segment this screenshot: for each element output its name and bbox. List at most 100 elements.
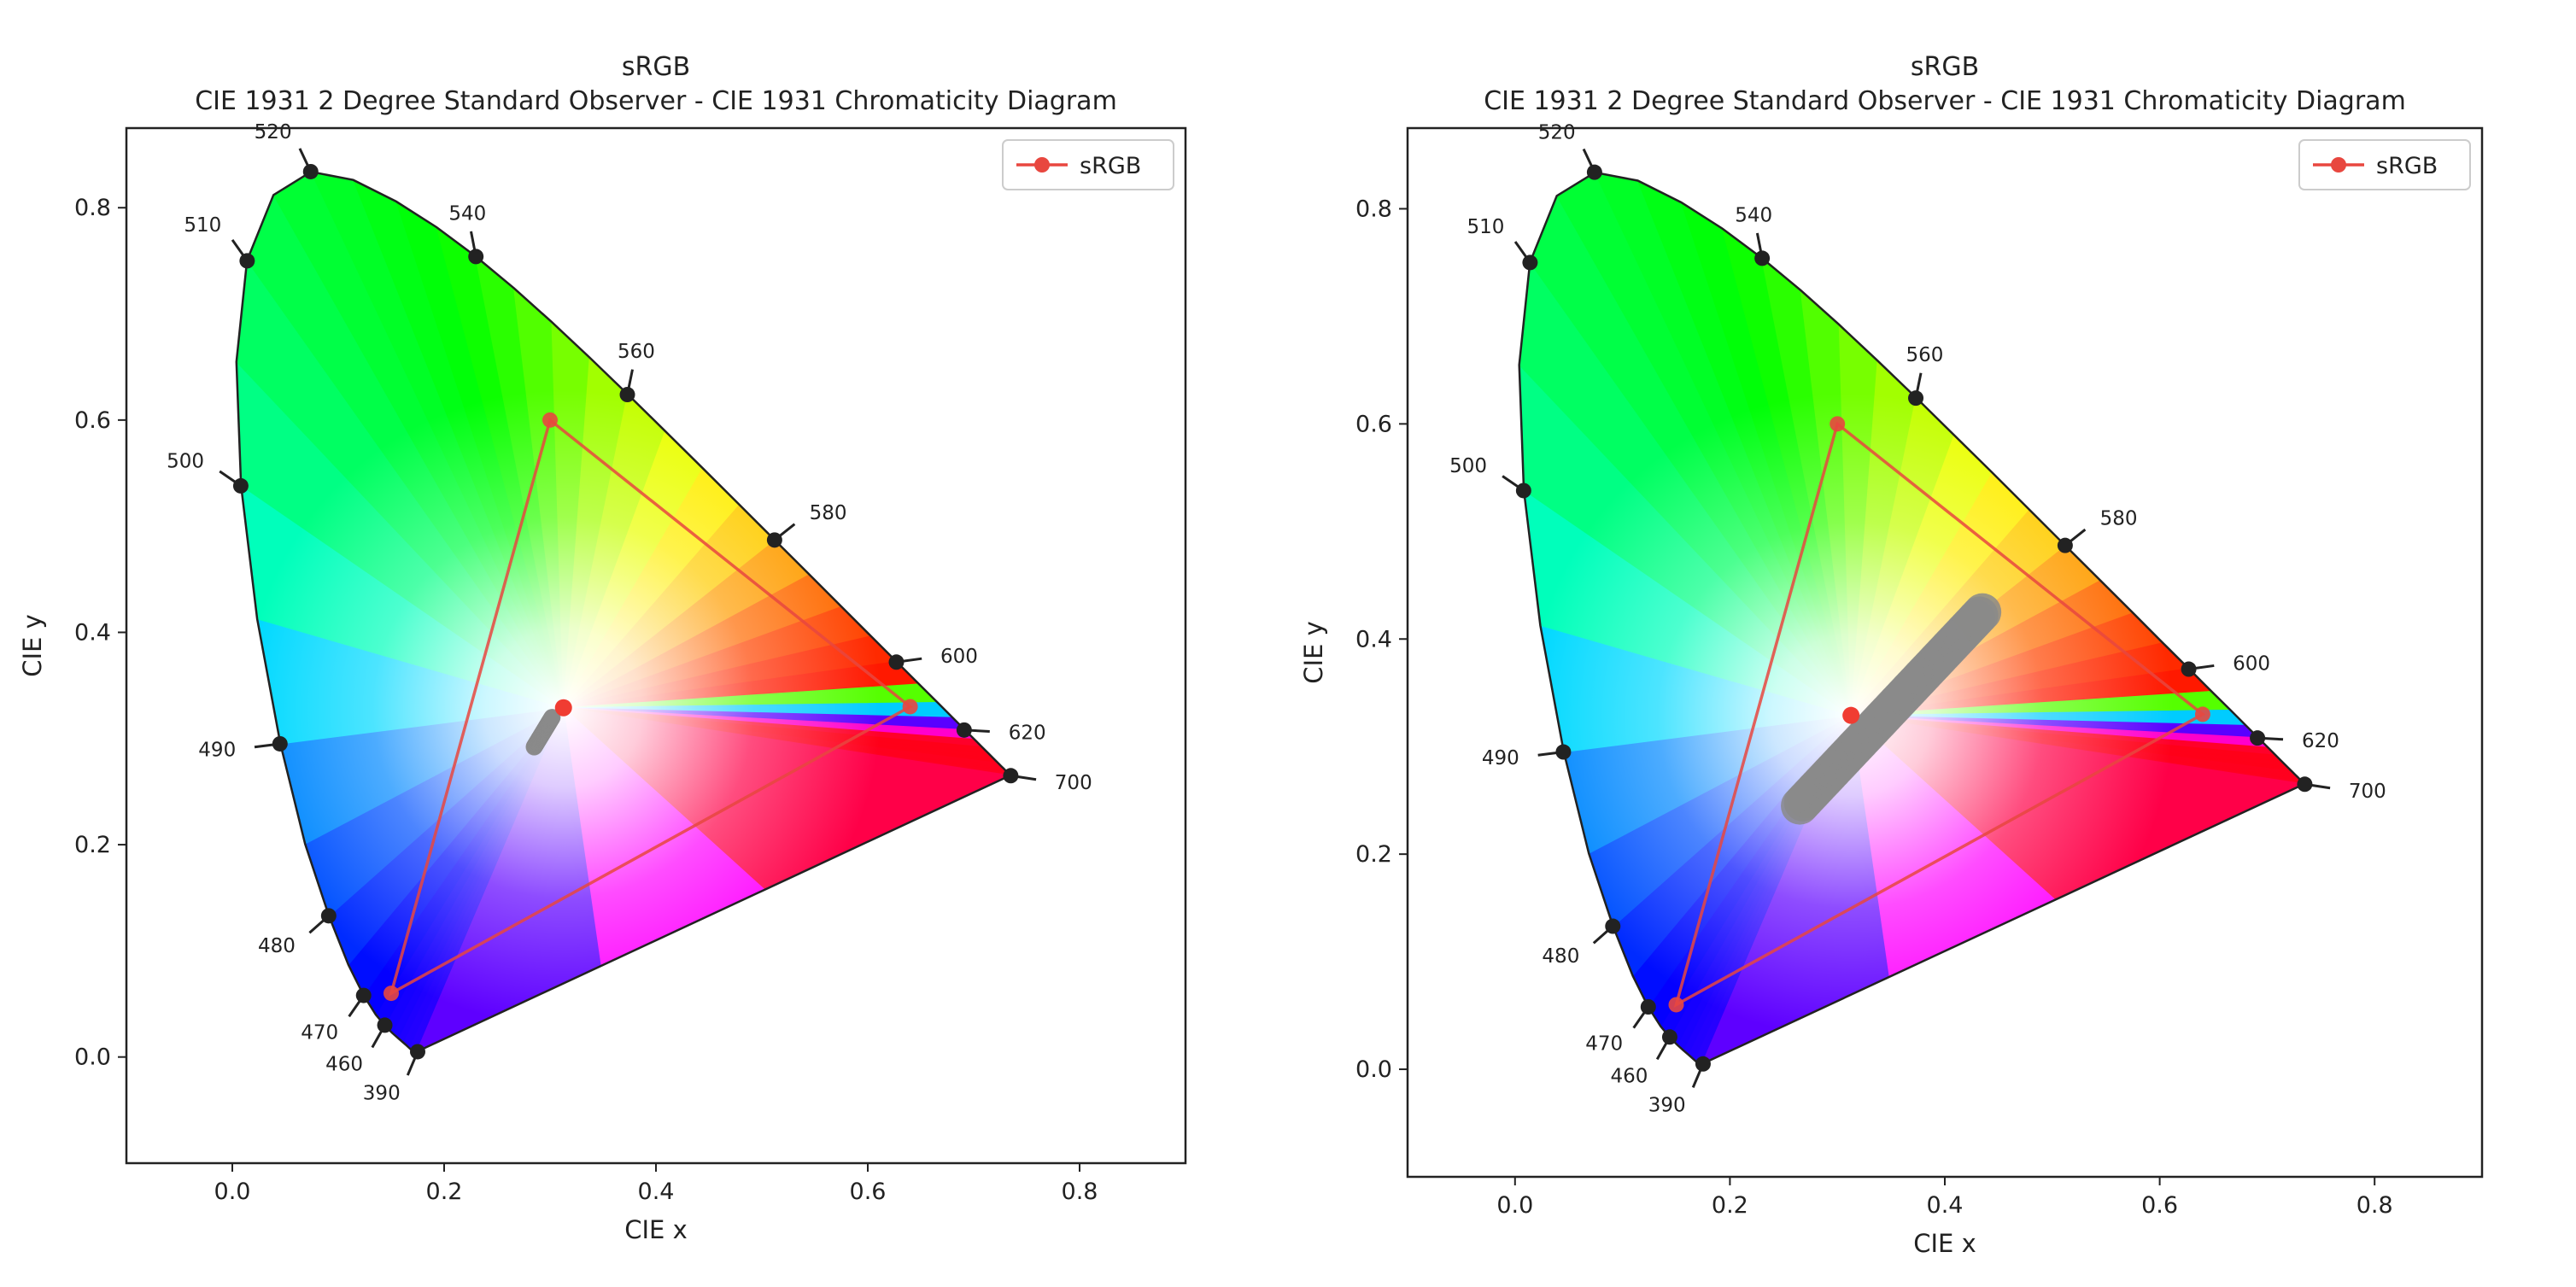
white-point-marker	[1842, 706, 1860, 724]
wavelength-marker-520: 520	[1538, 122, 1602, 180]
wavelength-dot	[1003, 768, 1019, 784]
wavelength-dot	[2297, 776, 2313, 793]
srgb-gamut-triangle	[1673, 421, 2206, 1009]
legend-entry-label: sRGB	[1080, 153, 1141, 179]
wavelength-dot	[1908, 390, 1924, 407]
y-tick-label: 0.6	[1355, 411, 1392, 437]
wavelength-label: 700	[1055, 772, 1092, 794]
wavelength-marker-560: 560	[618, 341, 655, 403]
wavelength-marker-490: 490	[1482, 744, 1572, 769]
wavelength-label: 390	[363, 1082, 401, 1104]
wavelength-dot	[2250, 730, 2266, 746]
x-tick-label: 0.0	[1496, 1192, 1533, 1219]
locus-color-fill	[1519, 172, 2305, 1064]
gamut-primary-g	[1830, 416, 1846, 432]
wavelength-marker-480: 480	[258, 908, 337, 957]
wavelength-dot	[320, 908, 337, 924]
wavelength-marker-620: 620	[2250, 730, 2339, 752]
wavelength-dot	[302, 163, 319, 179]
wavelength-dot	[1515, 483, 1531, 499]
gamut-primary-b	[1668, 997, 1684, 1013]
wavelength-dot	[2181, 661, 2197, 677]
wavelength-label: 470	[1585, 1033, 1623, 1056]
wavelength-marker-480: 480	[1542, 918, 1621, 968]
legend-entry-label: sRGB	[2376, 153, 2438, 179]
chart-panel-2: sRGB CIE 1931 2 Degree Standard Observer …	[1299, 52, 2484, 1258]
wavelength-label: 580	[810, 502, 847, 524]
wavelength-marker-460: 460	[325, 1017, 393, 1076]
y-tick-label: 0.0	[1355, 1056, 1392, 1083]
wavelength-label: 390	[1648, 1095, 1686, 1117]
y-tick-label: 0.0	[74, 1044, 111, 1071]
wavelength-marker-510: 510	[1467, 216, 1538, 271]
white-point-marker	[554, 699, 572, 717]
wavelength-label: 510	[184, 214, 221, 237]
gamut-primary-r	[902, 699, 918, 715]
wavelength-dot	[377, 1017, 393, 1033]
wavelength-dot	[766, 532, 782, 548]
x-axis-label: CIE x	[1913, 1229, 1976, 1258]
legend: sRGB	[2298, 139, 2471, 190]
wavelength-label: 600	[2233, 652, 2270, 675]
wavelength-marker-390: 390	[363, 1044, 425, 1104]
wavelength-dot	[410, 1044, 425, 1060]
gamut-primary-r	[2194, 706, 2210, 722]
x-tick-label: 0.2	[426, 1179, 463, 1205]
wavelength-marker-490: 490	[198, 735, 288, 762]
gamut-primary-b	[383, 986, 399, 1002]
x-tick-label: 0.6	[2141, 1192, 2178, 1219]
wavelength-marker-390: 390	[1648, 1056, 1711, 1117]
wavelength-marker-600: 600	[2181, 652, 2270, 677]
wavelength-marker-500: 500	[167, 450, 249, 494]
wavelength-marker-460: 460	[1611, 1029, 1677, 1088]
wavelength-dot	[1640, 999, 1656, 1015]
x-tick-label: 0.2	[1712, 1192, 1748, 1219]
wavelength-marker-700: 700	[2297, 776, 2386, 803]
measured-point	[1963, 593, 2002, 631]
spectral-locus	[1518, 171, 2307, 1066]
wavelength-dot	[468, 249, 484, 265]
wavelength-label: 620	[2302, 730, 2339, 752]
x-tick-label: 0.0	[214, 1179, 251, 1205]
wavelength-label: 620	[1009, 722, 1046, 745]
wavelength-dot	[1754, 250, 1771, 266]
wavelength-dot	[232, 477, 249, 494]
wavelength-label: 460	[325, 1054, 363, 1076]
wavelength-marker-580: 580	[2057, 507, 2138, 553]
legend-box	[1002, 139, 1174, 190]
wavelength-label: 470	[301, 1021, 338, 1044]
wavelength-dot	[272, 735, 288, 752]
x-tick-label: 0.6	[850, 1179, 887, 1205]
wavelength-marker-700: 700	[1003, 768, 1092, 794]
wavelength-label: 460	[1611, 1066, 1648, 1088]
wavelength-label: 490	[198, 740, 236, 762]
wavelength-label: 540	[448, 202, 486, 225]
wavelength-dot	[888, 654, 905, 670]
wavelength-label: 490	[1482, 747, 1519, 769]
y-tick-label: 0.4	[1355, 626, 1392, 652]
wavelength-label: 500	[167, 450, 204, 472]
wavelength-label: 510	[1467, 216, 1504, 238]
wavelength-marker-580: 580	[766, 502, 847, 548]
wavelength-marker-540: 540	[1735, 204, 1772, 266]
chart-panel-1: sRGB CIE 1931 2 Degree Standard Observer …	[18, 52, 1187, 1244]
legend: sRGB	[1002, 139, 1174, 190]
wavelength-label: 700	[2349, 781, 2386, 803]
y-tick-label: 0.2	[74, 832, 111, 858]
wavelength-label: 580	[2100, 507, 2138, 529]
chart-subtitle: CIE 1931 2 Degree Standard Observer - CI…	[1484, 86, 2406, 116]
wavelength-dot	[2057, 537, 2073, 553]
y-tick-label: 0.8	[74, 195, 111, 221]
wavelength-label: 500	[1449, 455, 1487, 477]
legend-marker	[1034, 157, 1050, 173]
wavelength-marker-520: 520	[255, 121, 319, 179]
y-axis-label: CIE y	[18, 614, 47, 677]
wavelength-dot	[355, 987, 372, 1003]
wavelength-label: 600	[940, 646, 978, 668]
x-tick-label: 0.8	[2356, 1192, 2393, 1219]
wavelength-label: 560	[618, 341, 655, 363]
wavelength-label: 540	[1735, 204, 1772, 226]
y-tick-label: 0.2	[1355, 841, 1392, 868]
locus-color-fill	[236, 172, 1010, 1052]
